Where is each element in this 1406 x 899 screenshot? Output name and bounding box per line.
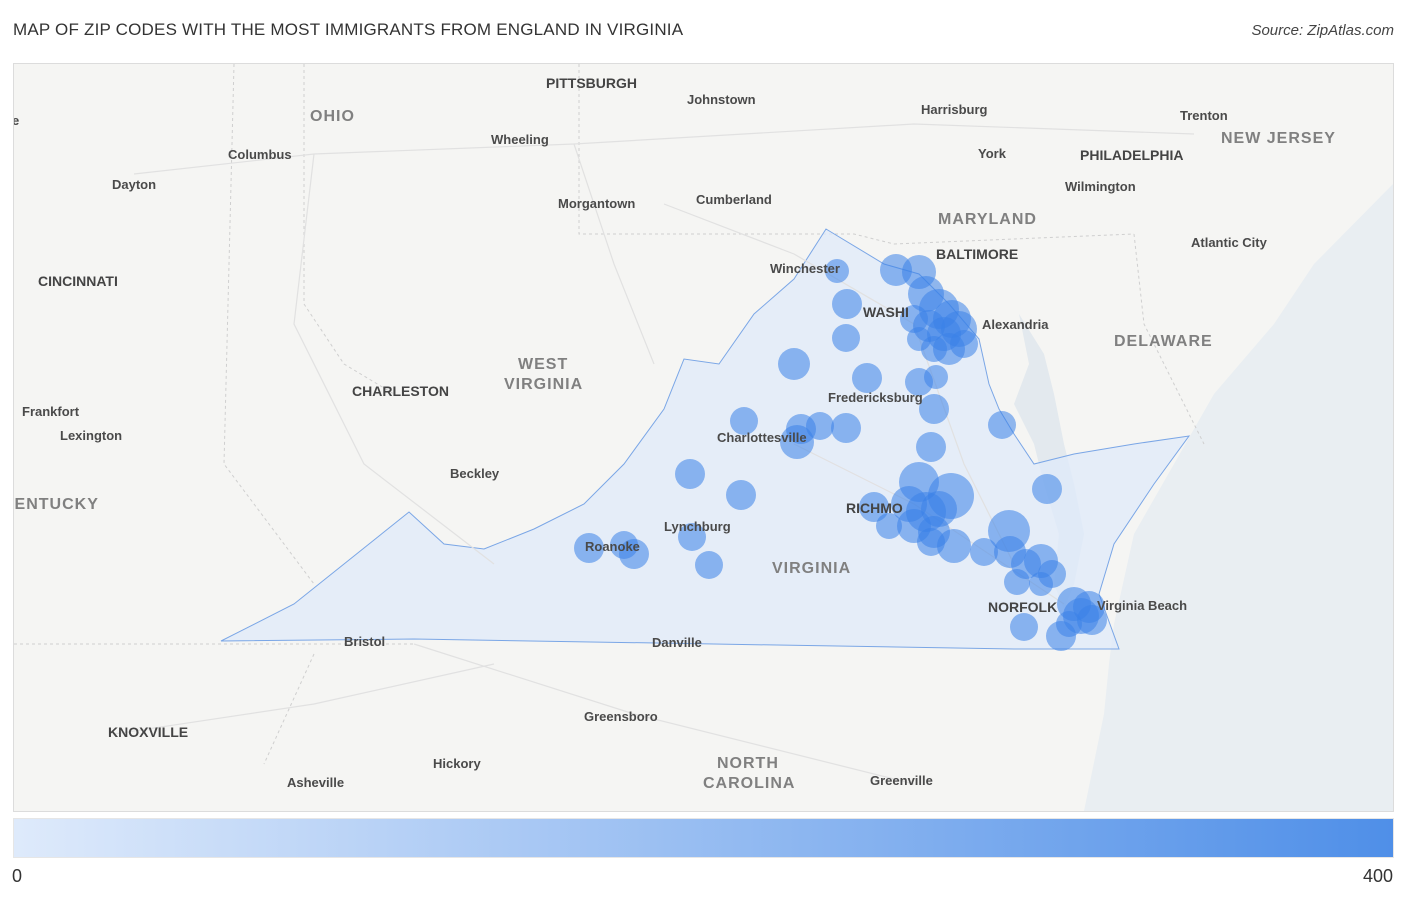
map-title: MAP OF ZIP CODES WITH THE MOST IMMIGRANT… <box>13 20 684 39</box>
city-label-winchester: Winchester <box>770 261 840 276</box>
city-label-roanoke: Roanoke <box>585 539 640 554</box>
zip-bubble[interactable] <box>876 513 902 539</box>
city-label-wilmington: Wilmington <box>1065 179 1136 194</box>
zip-bubble[interactable] <box>806 412 834 440</box>
city-label-bristol: Bristol <box>344 634 385 649</box>
state-label-delaware: DELAWARE <box>1114 333 1213 350</box>
city-label-dayton: Dayton <box>112 177 156 192</box>
zip-bubble[interactable] <box>832 324 860 352</box>
zip-bubble[interactable] <box>780 425 814 459</box>
city-label-lexington: Lexington <box>60 428 122 443</box>
city-label-left-edge: e <box>14 113 19 128</box>
zip-bubble[interactable] <box>900 305 928 333</box>
city-label-fredericksburg: Fredericksburg <box>828 390 923 405</box>
source-credit[interactable]: Source: ZipAtlas.com <box>1251 22 1394 39</box>
zip-bubble[interactable] <box>1010 613 1038 641</box>
city-label-norfolk: NORFOLK <box>988 599 1057 615</box>
city-label-greensboro: Greensboro <box>584 709 658 724</box>
zip-bubble[interactable] <box>574 533 604 563</box>
zip-bubble[interactable] <box>730 407 758 435</box>
state-label-north-carolina-line1: NORTH <box>717 755 779 772</box>
zip-bubble[interactable] <box>988 411 1016 439</box>
state-label-maryland: MARYLAND <box>938 211 1037 228</box>
city-label-columbus: Columbus <box>228 147 292 162</box>
legend-color-scale <box>13 818 1394 858</box>
zip-bubble[interactable] <box>852 363 882 393</box>
state-label-west-virginia-line2: VIRGINIA <box>504 376 583 393</box>
zip-bubble[interactable] <box>825 259 849 283</box>
zip-bubble[interactable] <box>619 539 649 569</box>
city-label-trenton: Trenton <box>1180 108 1228 123</box>
city-label-harrisburg: Harrisburg <box>921 102 988 117</box>
city-label-cincinnati: CINCINNATI <box>38 273 118 289</box>
city-label-atlantic-city: Atlantic City <box>1191 235 1268 250</box>
city-label-baltimore: BALTIMORE <box>936 246 1018 262</box>
zip-bubble[interactable] <box>859 492 889 522</box>
state-label-west-virginia-line1: WEST <box>518 356 568 373</box>
city-labels: e PITTSBURGH Johnstown Harrisburg Trento… <box>14 75 1268 790</box>
city-label-knoxville: KNOXVILLE <box>108 724 188 740</box>
zip-bubble[interactable] <box>1077 605 1107 635</box>
zip-bubble[interactable] <box>1032 474 1062 504</box>
city-label-beckley: Beckley <box>450 466 500 481</box>
city-label-york: York <box>978 146 1007 161</box>
map-area[interactable]: OHIO WEST VIRGINIA MARYLAND DELAWARE NEW… <box>13 63 1394 812</box>
city-label-cumberland: Cumberland <box>696 192 772 207</box>
zip-bubble[interactable] <box>1046 621 1076 651</box>
city-label-morgantown: Morgantown <box>558 196 635 211</box>
city-label-charlottesville: Charlottesville <box>717 430 807 445</box>
city-label-philadelphia: PHILADELPHIA <box>1080 147 1183 163</box>
state-label-kentucky: KENTUCKY <box>14 496 99 513</box>
zip-bubble[interactable] <box>831 413 861 443</box>
zip-bubble[interactable] <box>919 394 949 424</box>
zip-bubble[interactable] <box>970 538 998 566</box>
state-label-new-jersey: NEW JERSEY <box>1221 130 1336 147</box>
city-label-hickory: Hickory <box>433 756 481 771</box>
zip-bubble[interactable] <box>695 551 723 579</box>
city-label-washington: WASHI <box>863 304 909 320</box>
zip-bubble[interactable] <box>937 529 971 563</box>
zip-bubble[interactable] <box>675 459 705 489</box>
legend-max-label: 400 <box>1362 866 1393 886</box>
city-label-richmond: RICHMO <box>846 500 903 516</box>
city-label-charleston: CHARLESTON <box>352 383 449 399</box>
zip-bubble[interactable] <box>778 348 810 380</box>
city-label-johnstown: Johnstown <box>687 92 756 107</box>
zip-bubble[interactable] <box>916 432 946 462</box>
legend-min-label: 0 <box>12 866 23 886</box>
state-label-virginia: VIRGINIA <box>772 560 851 577</box>
ocean <box>1084 184 1393 811</box>
city-label-greenville: Greenville <box>870 773 933 788</box>
state-borders <box>14 64 1205 765</box>
city-label-alexandria: Alexandria <box>982 317 1049 332</box>
zip-bubble[interactable] <box>1004 569 1030 595</box>
state-labels: OHIO WEST VIRGINIA MARYLAND DELAWARE NEW… <box>14 108 1336 792</box>
zip-bubble[interactable] <box>678 523 706 551</box>
city-label-asheville: Asheville <box>287 775 344 790</box>
zip-bubble[interactable] <box>924 365 948 389</box>
city-label-wheeling: Wheeling <box>491 132 549 147</box>
city-label-pittsburgh: PITTSBURGH <box>546 75 637 91</box>
city-label-lynchburg: Lynchburg <box>664 519 731 534</box>
zip-bubble[interactable] <box>950 330 978 358</box>
zip-bubble[interactable] <box>832 289 862 319</box>
zip-bubble[interactable] <box>726 480 756 510</box>
bubble-layer <box>574 254 1107 651</box>
city-label-frankfort: Frankfort <box>22 404 80 419</box>
state-label-ohio: OHIO <box>310 108 355 125</box>
zip-bubble[interactable] <box>1029 572 1053 596</box>
city-label-virginia-beach: Virginia Beach <box>1097 598 1187 613</box>
state-label-north-carolina-line2: CAROLINA <box>703 775 795 792</box>
city-label-danville: Danville <box>652 635 702 650</box>
map-svg: OHIO WEST VIRGINIA MARYLAND DELAWARE NEW… <box>14 64 1393 811</box>
